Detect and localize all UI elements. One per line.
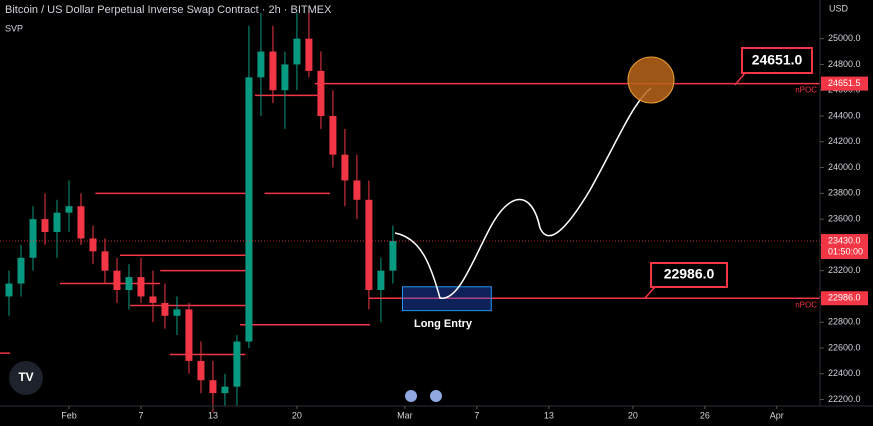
- candle-body: [77, 206, 85, 239]
- candle-body: [101, 251, 109, 271]
- x-tick-label: 7: [474, 410, 479, 420]
- y-tick-label: 22800.0: [828, 317, 861, 327]
- candle-body: [377, 270, 385, 290]
- candle-body: [293, 38, 301, 65]
- last-price-label: 23430.0: [828, 235, 861, 245]
- price-line-label: 24651.5: [828, 78, 861, 88]
- price-line-tag: nPOC: [795, 300, 817, 309]
- candle-body: [185, 309, 193, 361]
- candle-body: [329, 116, 337, 155]
- candle-body: [269, 51, 277, 91]
- countdown: 01:50:00: [828, 246, 863, 256]
- entry-zone: [402, 286, 492, 312]
- candle-body: [125, 277, 133, 290]
- candle-body: [353, 180, 361, 200]
- callout-text: 24651.0: [752, 52, 803, 68]
- chart-title: Bitcoin / US Dollar Perpetual Inverse Sw…: [5, 4, 332, 16]
- projection-path: [394, 87, 652, 299]
- entry-label: Long Entry: [414, 318, 473, 330]
- y-tick-label: 22600.0: [828, 342, 861, 352]
- event-icon[interactable]: [405, 390, 417, 402]
- plot: nPOC nPOC: [0, 6, 820, 413]
- candle-body: [257, 51, 265, 78]
- callout-leader: [644, 286, 656, 299]
- candle-body: [245, 77, 253, 342]
- x-tick-label: 7: [138, 410, 143, 420]
- x-tick-label: Apr: [770, 410, 784, 420]
- logo: [9, 361, 43, 395]
- candle-body: [317, 70, 325, 116]
- candle-body: [173, 309, 181, 316]
- x-tick-label: Feb: [61, 410, 77, 420]
- y-tick-label: 24400.0: [828, 110, 861, 120]
- currency: USD: [829, 3, 849, 13]
- y-tick-label: 22400.0: [828, 368, 861, 378]
- x-tick-label: 20: [628, 410, 638, 420]
- y-tick-label: 25000.0: [828, 33, 861, 43]
- y-tick-label: 24000.0: [828, 162, 861, 172]
- candle-body: [197, 360, 205, 381]
- x-tick-label: 26: [700, 410, 710, 420]
- candle-body: [365, 199, 373, 290]
- candle-body: [5, 283, 13, 297]
- candle-body: [53, 212, 61, 232]
- candle-body: [17, 257, 25, 284]
- y-tick-label: 22200.0: [828, 394, 861, 404]
- candle-body: [341, 154, 349, 181]
- callout-leader: [734, 72, 746, 86]
- price-line-label: 22986.0: [828, 293, 861, 303]
- price-line-badge: [821, 76, 868, 91]
- indicator-label: SVP: [5, 23, 23, 33]
- candle-body: [209, 380, 217, 394]
- candle-body: [137, 277, 145, 297]
- candle-body: [305, 38, 313, 71]
- candle-body: [113, 270, 121, 290]
- target-circle: [627, 56, 675, 104]
- last-price-badge: [821, 234, 868, 260]
- y-tick-label: 24200.0: [828, 136, 861, 146]
- price-axis: [820, 0, 873, 426]
- candle-body: [233, 341, 241, 387]
- price-line-badge: [821, 291, 868, 306]
- candle-body: [389, 241, 397, 271]
- y-tick-label: 23200.0: [828, 265, 861, 275]
- x-tick-label: 13: [544, 410, 554, 420]
- candle-body: [281, 64, 289, 91]
- candle-body: [149, 296, 157, 303]
- x-tick-label: Mar: [397, 410, 413, 420]
- y-tick-label: 23600.0: [828, 213, 861, 223]
- axes: 25000.024800.024600.024400.024200.024000…: [61, 33, 868, 420]
- candle-body: [89, 238, 97, 252]
- callout-text: 22986.0: [664, 266, 715, 282]
- candle-body: [221, 386, 229, 394]
- callout-box: [650, 262, 728, 288]
- candle-body: [161, 302, 169, 316]
- candle-body: [29, 219, 37, 258]
- callout-box: [741, 47, 813, 74]
- x-tick-label: 20: [292, 410, 302, 420]
- candle-body: [41, 219, 49, 232]
- price-line-tag: nPOC: [795, 86, 817, 95]
- x-tick-label: 13: [208, 410, 218, 420]
- y-tick-label: 24800.0: [828, 59, 861, 69]
- candle-body: [65, 206, 73, 213]
- y-tick-label: 23800.0: [828, 188, 861, 198]
- event-icon[interactable]: [430, 390, 442, 402]
- logo-mark: TV: [18, 370, 33, 384]
